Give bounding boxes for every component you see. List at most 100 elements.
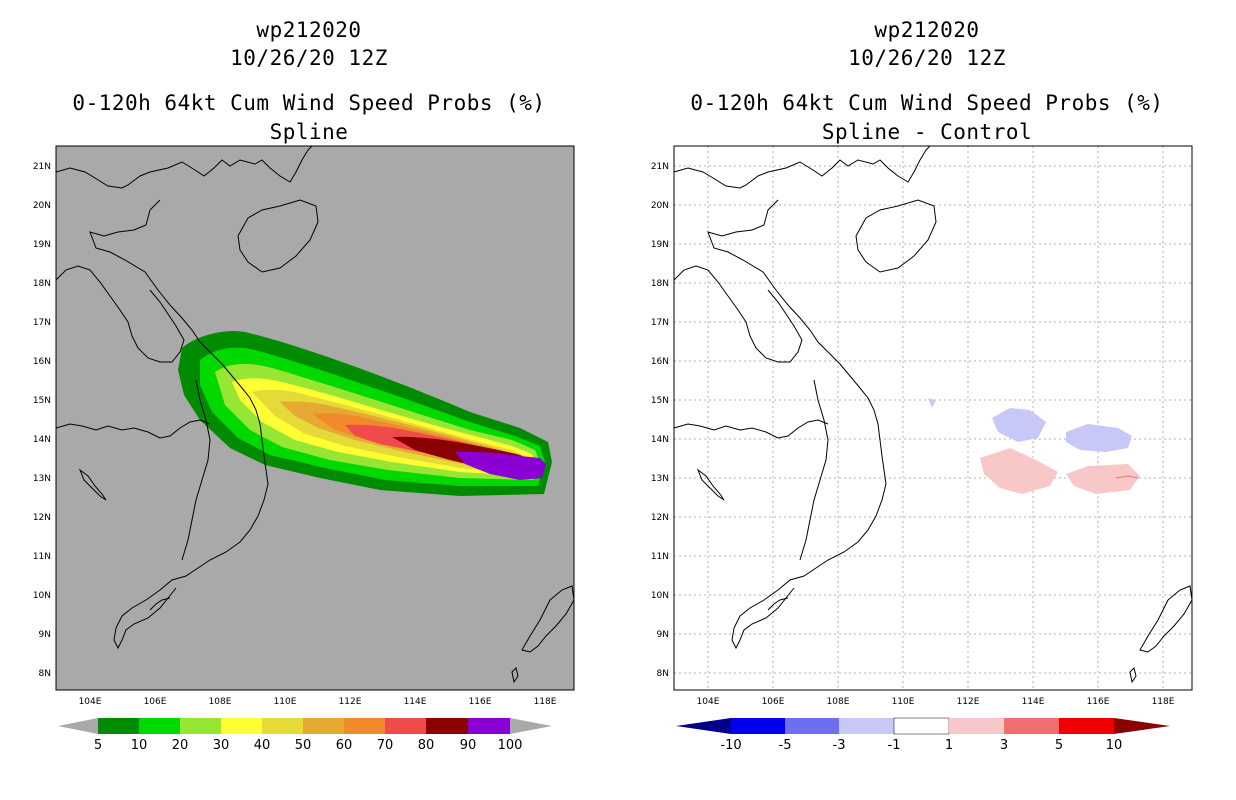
colorbar-label: -5 bbox=[779, 738, 792, 753]
right-product-title: 0-120h 64kt Cum Wind Speed Probs (%) bbox=[690, 91, 1164, 115]
lon-label: 114E bbox=[1022, 697, 1045, 707]
lon-label: 104E bbox=[697, 697, 720, 707]
right-lon-labels: 104E 106E 108E 110E 112E 114E 116E 118E bbox=[697, 697, 1175, 707]
lat-label: 16N bbox=[33, 357, 51, 367]
right-coastlines bbox=[673, 145, 1193, 684]
right-difference-contours bbox=[928, 398, 1140, 494]
lat-label: 20N bbox=[33, 201, 51, 211]
colorbar-label: 10 bbox=[1106, 738, 1123, 753]
colorbar-label: 60 bbox=[336, 738, 353, 753]
lat-label: 18N bbox=[651, 279, 669, 289]
lat-label: 17N bbox=[651, 318, 669, 328]
lat-label: 21N bbox=[651, 162, 669, 172]
colorbar-cell bbox=[180, 718, 221, 734]
left-probability-swath bbox=[178, 330, 552, 496]
lat-label: 14N bbox=[33, 435, 51, 445]
lon-label: 112E bbox=[339, 697, 362, 707]
colorbar-cell bbox=[1059, 718, 1114, 734]
left-lon-labels: 104E 106E 108E 110E 112E 114E 116E 118E bbox=[79, 697, 557, 707]
lat-label: 10N bbox=[651, 591, 669, 601]
right-datetime: 10/26/20 12Z bbox=[848, 46, 1006, 70]
colorbar-cell bbox=[785, 718, 839, 734]
diff-negative-west bbox=[992, 408, 1046, 442]
right-panel: wp212020 10/26/20 12Z 0-120h 64kt Cum Wi… bbox=[618, 0, 1236, 800]
colorbar-cell bbox=[262, 718, 303, 734]
lon-label: 118E bbox=[1152, 697, 1175, 707]
diff-positive-east bbox=[1066, 464, 1140, 494]
colorbar-cell bbox=[949, 718, 1004, 734]
colorbar-label: 10 bbox=[131, 738, 148, 753]
left-subtitle: Spline bbox=[269, 120, 349, 144]
lat-label: 8N bbox=[657, 669, 669, 679]
colorbar-label: 50 bbox=[295, 738, 312, 753]
colorbar-cell bbox=[139, 718, 180, 734]
lat-label: 20N bbox=[651, 201, 669, 211]
colorbar-label: 1 bbox=[945, 738, 953, 753]
colorbar-label: -10 bbox=[720, 738, 741, 753]
left-product-title: 0-120h 64kt Cum Wind Speed Probs (%) bbox=[72, 91, 546, 115]
right-lat-labels: 21N 20N 19N 18N 17N 16N 15N 14N 13N 12N … bbox=[651, 162, 669, 679]
colorbar-label: -1 bbox=[888, 738, 901, 753]
colorbar-cell bbox=[839, 718, 894, 734]
colorbar-label: 70 bbox=[377, 738, 394, 753]
colorbar-under-arrow bbox=[58, 718, 98, 734]
left-axes: 21N 20N 19N 18N 17N 16N 15N 14N 13N 12N … bbox=[33, 162, 557, 707]
diff-positive-core bbox=[1115, 475, 1139, 479]
left-map: 21N 20N 19N 18N 17N 16N 15N 14N 13N 12N … bbox=[33, 145, 575, 753]
diff-negative-small bbox=[928, 398, 936, 408]
left-coastlines bbox=[55, 145, 575, 684]
colorbar-label: 20 bbox=[172, 738, 189, 753]
lat-label: 12N bbox=[33, 513, 51, 523]
colorbar-label: 5 bbox=[94, 738, 102, 753]
colorbar-cell bbox=[344, 718, 385, 734]
lat-label: 8N bbox=[39, 669, 51, 679]
lat-label: 19N bbox=[33, 240, 51, 250]
lon-label: 104E bbox=[79, 697, 102, 707]
colorbar-label: 100 bbox=[498, 738, 523, 753]
lon-label: 116E bbox=[1087, 697, 1110, 707]
colorbar-label: 5 bbox=[1055, 738, 1063, 753]
colorbar-cell bbox=[303, 718, 344, 734]
left-datetime: 10/26/20 12Z bbox=[230, 46, 388, 70]
left-panel: wp212020 10/26/20 12Z 0-120h 64kt Cum Wi… bbox=[33, 18, 575, 753]
lat-label: 11N bbox=[651, 552, 669, 562]
colorbar-over-arrow bbox=[510, 718, 552, 734]
right-map-background bbox=[674, 146, 1192, 690]
colorbar-label: 40 bbox=[254, 738, 271, 753]
right-map-frame bbox=[673, 145, 1193, 691]
lon-label: 114E bbox=[404, 697, 427, 707]
colorbar-cell bbox=[468, 718, 510, 734]
colorbar-cell bbox=[98, 718, 139, 734]
lat-label: 15N bbox=[33, 396, 51, 406]
right-subtitle: Spline - Control bbox=[821, 120, 1033, 144]
colorbar-cell bbox=[893, 717, 950, 735]
lat-label: 10N bbox=[33, 591, 51, 601]
lat-label: 11N bbox=[33, 552, 51, 562]
right-colorbar: -10 -5 -3 -1 1 3 5 10 bbox=[676, 717, 1170, 753]
colorbar-cell bbox=[221, 718, 262, 734]
colorbar-cell bbox=[1004, 718, 1059, 734]
lat-label: 14N bbox=[651, 435, 669, 445]
left-storm-id: wp212020 bbox=[256, 18, 362, 42]
lat-label: 9N bbox=[657, 630, 669, 640]
right-axes: 21N 20N 19N 18N 17N 16N 15N 14N 13N 12N … bbox=[651, 162, 1175, 707]
lon-label: 112E bbox=[957, 697, 980, 707]
right-storm-id: wp212020 bbox=[874, 18, 980, 42]
lat-label: 17N bbox=[33, 318, 51, 328]
colorbar-over-arrow bbox=[1114, 718, 1170, 734]
lat-label: 12N bbox=[651, 513, 669, 523]
lat-label: 21N bbox=[33, 162, 51, 172]
right-map: 21N 20N 19N 18N 17N 16N 15N 14N 13N 12N … bbox=[651, 145, 1193, 753]
lon-label: 108E bbox=[827, 697, 850, 707]
lon-label: 106E bbox=[144, 697, 167, 707]
lon-label: 118E bbox=[534, 697, 557, 707]
lat-label: 16N bbox=[651, 357, 669, 367]
left-colorbar: 5 10 20 30 40 50 60 70 80 90 100 bbox=[58, 718, 552, 753]
colorbar-cell bbox=[731, 718, 785, 734]
lat-label: 18N bbox=[33, 279, 51, 289]
colorbar-cell bbox=[426, 718, 468, 734]
swath-90-100 bbox=[455, 451, 546, 480]
diff-positive-west bbox=[980, 448, 1058, 494]
lon-label: 110E bbox=[274, 697, 297, 707]
colorbar-label: 30 bbox=[213, 738, 230, 753]
